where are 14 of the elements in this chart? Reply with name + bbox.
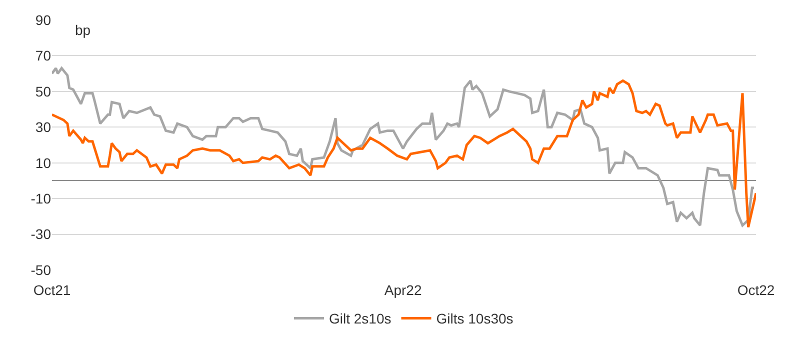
y-tick-label: -10 xyxy=(30,190,52,206)
y-tick-label: 70 xyxy=(35,48,52,64)
x-tick-label: Oct22 xyxy=(737,282,775,298)
y-tick-label: -50 xyxy=(30,262,52,278)
y-tick-label: 50 xyxy=(35,83,52,100)
x-tick-label: Apr22 xyxy=(384,282,422,298)
y-tick-label: 30 xyxy=(35,119,52,136)
y-axis-title: bp xyxy=(75,22,91,38)
y-tick-label: -30 xyxy=(30,226,52,242)
legend-label: Gilts 10s30s xyxy=(436,310,514,327)
legend-label: Gilt 2s10s xyxy=(329,310,392,327)
y-tick-label: 10 xyxy=(35,154,52,171)
y-tick-label: 90 xyxy=(35,12,52,28)
x-tick-label: Oct21 xyxy=(33,282,71,298)
